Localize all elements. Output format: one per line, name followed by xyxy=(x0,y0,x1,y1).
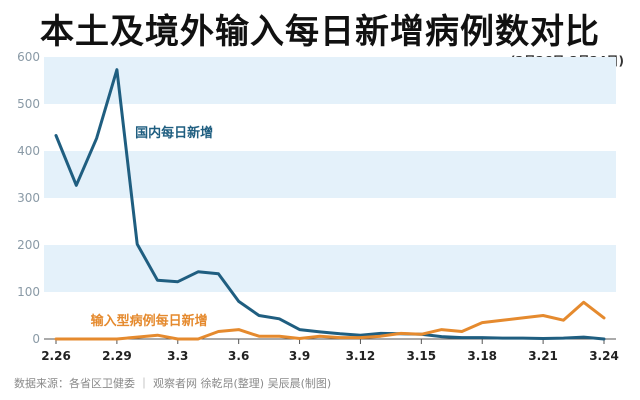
x-tick-label: 2.26 xyxy=(41,349,71,363)
series-label-imported: 输入型病例每日新增 xyxy=(91,313,208,329)
series-line-domestic xyxy=(54,68,606,341)
series-line-imported xyxy=(54,300,606,341)
y-tick-label: 200 xyxy=(17,238,40,252)
y-axis-ticks: 0 100 200 300 400 500 600 xyxy=(17,50,40,346)
x-axis-ticks: 2.26 2.29 3.3 3.6 3.9 3.12 3.15 3.18 3.21 3.24 xyxy=(41,339,619,363)
grid-band xyxy=(44,57,616,104)
grid-bands xyxy=(44,57,616,292)
x-tick-label: 3.12 xyxy=(346,349,376,363)
y-tick-label: 0 xyxy=(32,332,40,346)
x-tick-label: 3.21 xyxy=(528,349,558,363)
x-tick-label: 3.18 xyxy=(467,349,497,363)
grid-band xyxy=(44,151,616,198)
data-source-note: 数据来源：各省区卫健委 ｜ 观察者网 徐乾昂(整理) 吴辰晨(制图) xyxy=(14,377,332,390)
x-tick-label: 3.6 xyxy=(228,349,249,363)
y-tick-label: 600 xyxy=(17,50,40,64)
y-tick-label: 300 xyxy=(17,191,40,205)
x-tick-label: 2.29 xyxy=(102,349,132,363)
y-tick-label: 100 xyxy=(17,285,40,299)
grid-band xyxy=(44,245,616,292)
x-tick-label: 3.9 xyxy=(289,349,310,363)
chart-title: 本土及境外输入每日新增病例数对比 xyxy=(40,12,600,52)
x-tick-label: 3.24 xyxy=(589,349,619,363)
y-tick-label: 400 xyxy=(17,144,40,158)
x-tick-label: 3.3 xyxy=(167,349,188,363)
x-tick-label: 3.15 xyxy=(407,349,437,363)
series-lines xyxy=(54,68,606,341)
y-tick-label: 500 xyxy=(17,97,40,111)
series-label-domestic: 国内每日新增 xyxy=(135,125,213,141)
